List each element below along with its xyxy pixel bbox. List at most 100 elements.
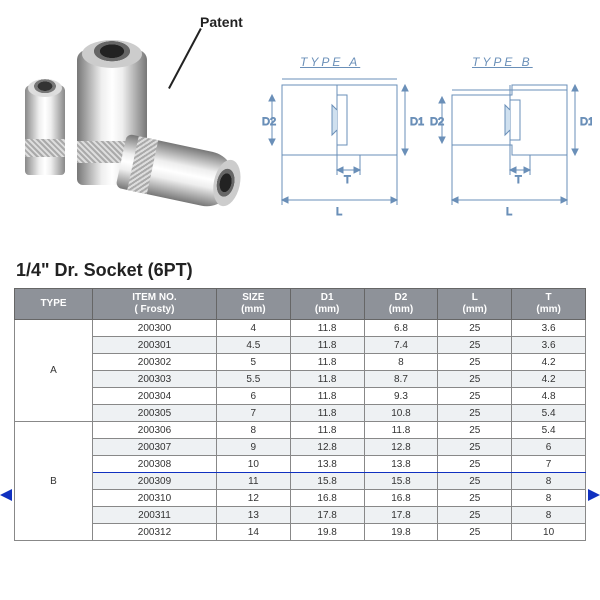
cell-l: 25 bbox=[438, 473, 512, 490]
col-header: ITEM NO.( Frosty) bbox=[93, 289, 217, 320]
cell-l: 25 bbox=[438, 422, 512, 439]
table-row: 200302511.88254.2 bbox=[15, 354, 586, 371]
cell-l: 25 bbox=[438, 405, 512, 422]
cell-d2: 13.8 bbox=[364, 456, 438, 473]
col-header: D2(mm) bbox=[364, 289, 438, 320]
cell-l: 25 bbox=[438, 490, 512, 507]
cell-d2: 8 bbox=[364, 354, 438, 371]
cell-size: 12 bbox=[216, 490, 290, 507]
table-row: 2003014.511.87.4253.6 bbox=[15, 337, 586, 354]
cell-item: 200310 bbox=[93, 490, 217, 507]
table-row: 2003101216.816.8258 bbox=[15, 490, 586, 507]
cell-size: 6 bbox=[216, 388, 290, 405]
svg-text:L: L bbox=[336, 206, 342, 218]
table-row: 2003091115.815.8258 bbox=[15, 473, 586, 490]
cell-size: 8 bbox=[216, 422, 290, 439]
cell-l: 25 bbox=[438, 320, 512, 337]
cell-d1: 11.8 bbox=[290, 320, 364, 337]
col-header: T(mm) bbox=[512, 289, 586, 320]
cell-size: 14 bbox=[216, 524, 290, 541]
cell-item: 200311 bbox=[93, 507, 217, 524]
cell-t: 4.2 bbox=[512, 354, 586, 371]
col-header: TYPE bbox=[15, 289, 93, 320]
cell-t: 3.6 bbox=[512, 337, 586, 354]
cell-d1: 11.8 bbox=[290, 354, 364, 371]
cell-d1: 11.8 bbox=[290, 422, 364, 439]
cell-l: 25 bbox=[438, 354, 512, 371]
table-row: A200300411.86.8253.6 bbox=[15, 320, 586, 337]
table-row: 200307912.812.8256 bbox=[15, 439, 586, 456]
cell-t: 5.4 bbox=[512, 422, 586, 439]
svg-text:D1: D1 bbox=[580, 116, 592, 128]
patent-label: Patent bbox=[200, 14, 243, 30]
cell-t: 10 bbox=[512, 524, 586, 541]
table-row: 2003111317.817.8258 bbox=[15, 507, 586, 524]
cell-d1: 11.8 bbox=[290, 371, 364, 388]
spec-table-wrap: TYPEITEM NO.( Frosty)SIZE(mm)D1(mm)D2(mm… bbox=[14, 288, 586, 541]
cell-size: 4.5 bbox=[216, 337, 290, 354]
cell-t: 4.8 bbox=[512, 388, 586, 405]
cell-t: 6 bbox=[512, 439, 586, 456]
cell-size: 9 bbox=[216, 439, 290, 456]
cell-item: 200302 bbox=[93, 354, 217, 371]
svg-text:L: L bbox=[506, 206, 512, 218]
type-cell: A bbox=[15, 320, 93, 422]
cell-d2: 15.8 bbox=[364, 473, 438, 490]
cell-l: 25 bbox=[438, 337, 512, 354]
cell-l: 25 bbox=[438, 456, 512, 473]
cell-d1: 17.8 bbox=[290, 507, 364, 524]
cell-d2: 6.8 bbox=[364, 320, 438, 337]
cell-t: 7 bbox=[512, 456, 586, 473]
cell-d2: 17.8 bbox=[364, 507, 438, 524]
cell-t: 4.2 bbox=[512, 371, 586, 388]
table-row: 2003081013.813.8257 bbox=[15, 456, 586, 473]
product-photo bbox=[15, 30, 235, 240]
cell-d1: 11.8 bbox=[290, 337, 364, 354]
cell-item: 200304 bbox=[93, 388, 217, 405]
cell-item: 200305 bbox=[93, 405, 217, 422]
col-header: L(mm) bbox=[438, 289, 512, 320]
cell-item: 200312 bbox=[93, 524, 217, 541]
socket-lying-icon bbox=[116, 134, 240, 212]
table-row: 2003035.511.88.7254.2 bbox=[15, 371, 586, 388]
svg-text:T: T bbox=[344, 174, 351, 186]
cell-t: 5.4 bbox=[512, 405, 586, 422]
cell-d1: 11.8 bbox=[290, 388, 364, 405]
cell-item: 200308 bbox=[93, 456, 217, 473]
svg-text:D1: D1 bbox=[410, 116, 424, 128]
cell-d2: 9.3 bbox=[364, 388, 438, 405]
cell-d1: 12.8 bbox=[290, 439, 364, 456]
cell-d1: 16.8 bbox=[290, 490, 364, 507]
cell-l: 25 bbox=[438, 507, 512, 524]
cell-item: 200306 bbox=[93, 422, 217, 439]
cell-d1: 19.8 bbox=[290, 524, 364, 541]
svg-text:D2: D2 bbox=[430, 116, 444, 128]
cell-l: 25 bbox=[438, 439, 512, 456]
table-row: 200305711.810.8255.4 bbox=[15, 405, 586, 422]
col-header: SIZE(mm) bbox=[216, 289, 290, 320]
cell-item: 200300 bbox=[93, 320, 217, 337]
cell-d2: 19.8 bbox=[364, 524, 438, 541]
cell-d1: 13.8 bbox=[290, 456, 364, 473]
table-row: B200306811.811.8255.4 bbox=[15, 422, 586, 439]
tech-diagram: TYPE A TYPE B D2 D1 bbox=[262, 55, 592, 235]
type-cell: B bbox=[15, 422, 93, 541]
cell-d2: 12.8 bbox=[364, 439, 438, 456]
cell-size: 7 bbox=[216, 405, 290, 422]
col-header: D1(mm) bbox=[290, 289, 364, 320]
diagram-svg: D2 D1 T L bbox=[262, 55, 592, 235]
cell-size: 13 bbox=[216, 507, 290, 524]
cell-l: 25 bbox=[438, 524, 512, 541]
svg-text:T: T bbox=[515, 174, 522, 186]
cell-size: 4 bbox=[216, 320, 290, 337]
cell-size: 11 bbox=[216, 473, 290, 490]
cell-t: 8 bbox=[512, 507, 586, 524]
cell-d2: 7.4 bbox=[364, 337, 438, 354]
cell-d1: 11.8 bbox=[290, 405, 364, 422]
top-area: Patent TYPE A TYPE B D2 D1 bbox=[0, 0, 600, 260]
socket-small-icon bbox=[25, 85, 65, 175]
cell-size: 5 bbox=[216, 354, 290, 371]
cell-item: 200303 bbox=[93, 371, 217, 388]
highlight-arrow-left-icon bbox=[0, 489, 12, 501]
highlight-arrow-right-icon bbox=[588, 489, 600, 501]
